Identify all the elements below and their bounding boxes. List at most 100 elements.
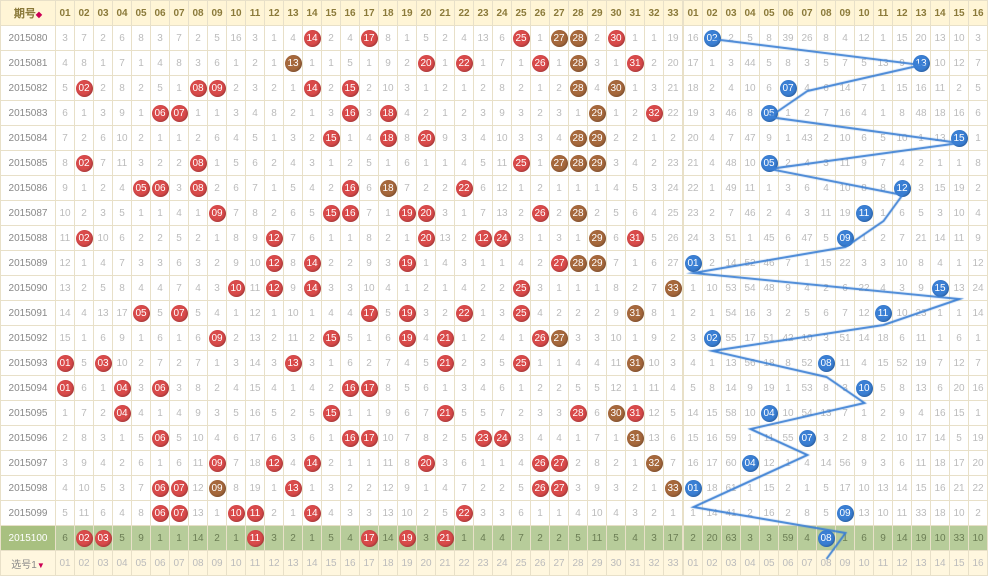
cell: 1 — [227, 51, 246, 76]
cell: 2 — [779, 151, 798, 176]
ball: 28 — [570, 405, 587, 422]
cell: 1 — [341, 126, 360, 151]
cell: 1 — [588, 176, 607, 201]
cell: 3 — [798, 201, 817, 226]
table-row: 2015097394261611097181241421111820361142… — [1, 451, 988, 476]
cell: 1 — [284, 76, 303, 101]
cell: 11 — [645, 376, 664, 401]
cell: 09 — [208, 76, 227, 101]
cell: 5 — [151, 301, 170, 326]
cell: 10 — [969, 526, 988, 551]
ball: 27 — [551, 30, 568, 47]
cell: 3 — [208, 276, 227, 301]
cell: 13 — [645, 426, 664, 451]
table-row: 2015082502282510809232114215210312128212… — [1, 76, 988, 101]
cell: 13 — [189, 501, 208, 526]
cell: 1 — [417, 151, 436, 176]
cell: 1 — [113, 426, 132, 451]
cell: 2 — [874, 226, 893, 251]
cell: 2 — [645, 51, 664, 76]
cell: 2 — [474, 276, 493, 301]
cell: 25 — [664, 201, 683, 226]
period-cell: 2015085 — [1, 151, 56, 176]
cell: 1 — [569, 426, 588, 451]
cell: 7 — [284, 226, 303, 251]
cell: 23 — [684, 201, 703, 226]
cell: 7 — [56, 126, 75, 151]
cell: 1 — [322, 226, 341, 251]
cell: 13 — [912, 376, 931, 401]
cell: 1 — [303, 101, 322, 126]
cell: 3 — [284, 426, 303, 451]
cell: 3 — [322, 476, 341, 501]
period-cell[interactable]: 选号1▼ — [1, 551, 56, 576]
cell: 1 — [550, 276, 569, 301]
ball: 07 — [171, 480, 188, 497]
cell: 4 — [284, 151, 303, 176]
cell: 3 — [360, 501, 379, 526]
cell: 4 — [607, 176, 626, 201]
ball: 16 — [342, 430, 359, 447]
cell: 5 — [170, 226, 189, 251]
table-row: 2015090132584474310111291433104121422253… — [1, 276, 988, 301]
cell: 1 — [208, 226, 227, 251]
cell: 6 — [760, 76, 779, 101]
cell: 5 — [113, 201, 132, 226]
ball: 09 — [209, 80, 226, 97]
cell: 3 — [817, 426, 836, 451]
cell: 2 — [322, 176, 341, 201]
ball: 27 — [551, 330, 568, 347]
ball: 32 — [646, 455, 663, 472]
cell: 29 — [588, 151, 607, 176]
cell: 2 — [664, 126, 683, 151]
front-col-header: 24 — [493, 1, 512, 26]
cell: 3 — [417, 301, 436, 326]
cell: 17 — [836, 476, 855, 501]
cell: 8 — [779, 351, 798, 376]
cell: 28 — [569, 51, 588, 76]
cell: 4 — [722, 76, 741, 101]
cell: 1 — [265, 26, 284, 51]
ball: 28 — [570, 80, 587, 97]
cell: 28 — [569, 201, 588, 226]
cell: 12 — [950, 351, 969, 376]
cell: 12 — [265, 251, 284, 276]
period-header[interactable]: 期号◆ — [1, 1, 56, 26]
ball: 02 — [76, 530, 93, 547]
cell: 11 — [493, 151, 512, 176]
cell: 6 — [893, 201, 912, 226]
cell: 04 — [741, 451, 760, 476]
cell: 18 — [931, 101, 950, 126]
cell: 9 — [912, 276, 931, 301]
cell: 1 — [703, 176, 722, 201]
back-col-header: 15 — [950, 1, 969, 26]
ball: 09 — [209, 480, 226, 497]
cell: 5 — [151, 76, 170, 101]
period-cell: 2015095 — [1, 401, 56, 426]
cell: 5 — [189, 301, 208, 326]
cell: 11 — [588, 526, 607, 551]
period-cell: 2015099 — [1, 501, 56, 526]
cell: 28 — [569, 26, 588, 51]
cell: 3 — [722, 51, 741, 76]
cell: 12 — [56, 251, 75, 276]
cell: 15 — [322, 401, 341, 426]
cell: 2 — [436, 426, 455, 451]
cell: 26 — [531, 451, 550, 476]
cell: 15 — [322, 326, 341, 351]
cell: 3 — [779, 176, 798, 201]
cell: 4 — [798, 276, 817, 301]
cell: 1 — [417, 76, 436, 101]
front-col-header: 33 — [664, 1, 683, 26]
cell: 19 — [398, 301, 417, 326]
cell: 2 — [817, 276, 836, 301]
cell: 19 — [950, 176, 969, 201]
cell: 8 — [607, 276, 626, 301]
ball: 02 — [76, 230, 93, 247]
cell: 10 — [246, 251, 265, 276]
cell: 29 — [588, 126, 607, 151]
cell: 28 — [569, 151, 588, 176]
cell: 3 — [588, 326, 607, 351]
cell: 5 — [455, 426, 474, 451]
cell: 19 — [760, 376, 779, 401]
